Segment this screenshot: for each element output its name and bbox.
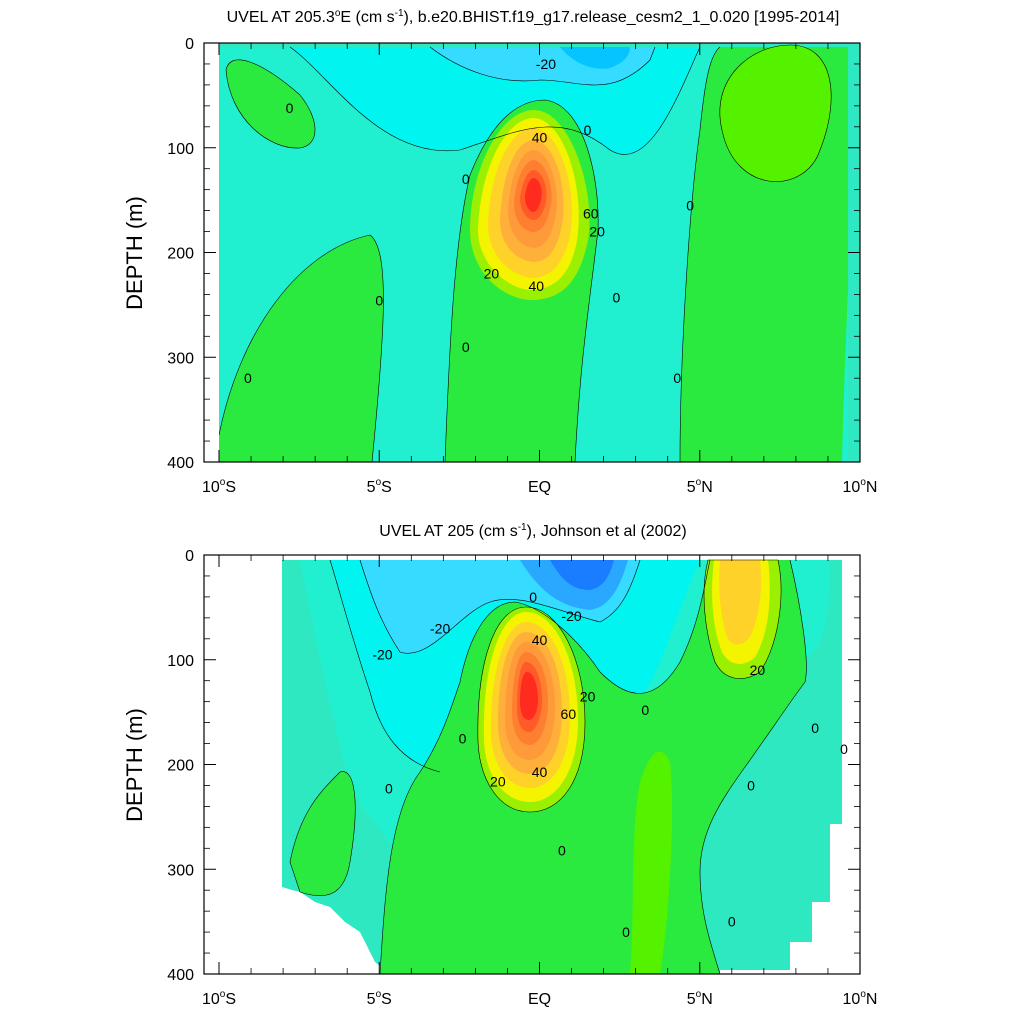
- contour-label: 0: [641, 702, 649, 718]
- x-tick-degree: o: [376, 989, 382, 1000]
- contour-label: 20: [750, 662, 766, 678]
- x-tick-hemisphere: N: [866, 991, 878, 1008]
- x-tick-degree: o: [220, 989, 226, 1000]
- contour-label: -20: [372, 647, 392, 663]
- contour-field: [282, 559, 842, 974]
- x-tick-num: 10: [843, 479, 861, 496]
- x-tick-hemisphere: S: [225, 991, 236, 1008]
- x-tick-label: 10oS: [202, 989, 236, 1008]
- contour-label: 0: [286, 100, 294, 116]
- x-tick-label: EQ: [528, 479, 551, 496]
- x-tick-label: 10oN: [843, 989, 878, 1008]
- x-tick-hemisphere: S: [225, 479, 236, 496]
- chart-title: UVEL AT 205 (cm s-1), Johnson et al (200…: [379, 522, 686, 540]
- y-tick-label: 200: [167, 246, 194, 263]
- contour-label: 0: [462, 339, 470, 355]
- x-tick-label: 5oS: [367, 989, 392, 1008]
- contour-label: 0: [622, 924, 630, 940]
- contour-label: 20: [490, 773, 506, 789]
- x-tick-degree: o: [860, 989, 866, 1000]
- y-tick-label: 0: [185, 36, 194, 53]
- contour-label: 0: [811, 720, 819, 736]
- contour-label: 0: [558, 842, 566, 858]
- x-tick-label: EQ: [528, 991, 551, 1008]
- x-tick-num: 10: [202, 991, 220, 1008]
- y-tick-label: 100: [167, 141, 194, 158]
- x-tick-degree: o: [860, 477, 866, 488]
- x-tick-label: 5oN: [687, 477, 713, 496]
- contour-label: 0: [840, 741, 848, 757]
- chart-panel-bottom: UVEL AT 205 (cm s-1), Johnson et al (200…: [0, 512, 1024, 1024]
- x-tick-label: 10oN: [843, 477, 878, 496]
- contour-label: 40: [532, 129, 548, 145]
- x-tick-degree: o: [696, 477, 702, 488]
- contour-label: 60: [583, 206, 599, 222]
- contour-label: 0: [613, 290, 621, 306]
- contour-label: 0: [529, 589, 537, 605]
- chart-bottom-svg: UVEL AT 205 (cm s-1), Johnson et al (200…: [122, 522, 877, 1008]
- x-tick-degree: o: [696, 989, 702, 1000]
- x-tick-num: 10: [843, 991, 861, 1008]
- contour-label: 20: [484, 265, 500, 281]
- x-tick-hemisphere: N: [866, 479, 878, 496]
- x-tick-degree: o: [220, 477, 226, 488]
- contour-label: 20: [589, 224, 605, 240]
- contour-label: 40: [532, 632, 548, 648]
- contour-label: -20: [536, 56, 556, 72]
- y-axis-label: DEPTH (m): [122, 196, 147, 310]
- y-tick-label: 400: [167, 967, 194, 984]
- y-tick-label: 400: [167, 455, 194, 472]
- y-tick-label: 200: [167, 758, 194, 775]
- contour-label: 40: [529, 278, 545, 294]
- y-tick-label: 300: [167, 350, 194, 367]
- contour-label: 0: [462, 171, 470, 187]
- x-tick-num: 5: [687, 991, 696, 1008]
- y-tick-label: 300: [167, 862, 194, 879]
- x-tick-num: EQ: [528, 479, 551, 496]
- x-tick-hemisphere: N: [701, 479, 713, 496]
- contour-label: 0: [375, 293, 383, 309]
- x-tick-degree: o: [376, 477, 382, 488]
- contour-label: -20: [430, 620, 450, 636]
- contour-field: [219, 43, 860, 462]
- contour-label: 0: [584, 122, 592, 138]
- chart-panel-top: UVEL AT 205.3oE (cm s-1), b.e20.BHIST.f1…: [0, 0, 1024, 512]
- x-tick-label: 5oN: [687, 989, 713, 1008]
- x-axis-ticks: 10oS 5oS EQ 5oN 10oN: [202, 43, 877, 496]
- x-tick-label: 5oS: [367, 477, 392, 496]
- x-axis-ticks: 10oS 5oS EQ 5oN 10oN: [202, 555, 877, 1008]
- contour-label: 0: [728, 914, 736, 930]
- x-tick-num: 5: [367, 479, 376, 496]
- x-tick-num: 10: [202, 479, 220, 496]
- contour-label: 0: [385, 781, 393, 797]
- x-tick-hemisphere: N: [701, 991, 713, 1008]
- contour-labels: 0 -20 0 0 40 0 60 20 20 40 0 0 0 0 0: [244, 56, 694, 386]
- contour-label: -20: [561, 608, 581, 624]
- contour-label: 0: [686, 197, 694, 213]
- chart-top-svg: UVEL AT 205.3oE (cm s-1), b.e20.BHIST.f1…: [122, 8, 877, 496]
- y-axis-label: DEPTH (m): [122, 708, 147, 822]
- x-tick-label: 10oS: [202, 477, 236, 496]
- contour-label: 20: [580, 688, 596, 704]
- y-tick-label: 0: [185, 548, 194, 565]
- x-tick-num: 5: [367, 991, 376, 1008]
- contour-label: 0: [747, 777, 755, 793]
- contour-label: 60: [561, 706, 577, 722]
- contour-label: 0: [459, 730, 467, 746]
- y-tick-label: 100: [167, 653, 194, 670]
- x-tick-num: 5: [687, 479, 696, 496]
- contour-label: 0: [244, 370, 252, 386]
- contour-label: 40: [532, 764, 548, 780]
- contour-label: 0: [673, 370, 681, 386]
- chart-title: UVEL AT 205.3oE (cm s-1), b.e20.BHIST.f1…: [227, 8, 840, 26]
- x-tick-hemisphere: S: [381, 991, 392, 1008]
- x-tick-hemisphere: S: [381, 479, 392, 496]
- x-tick-num: EQ: [528, 991, 551, 1008]
